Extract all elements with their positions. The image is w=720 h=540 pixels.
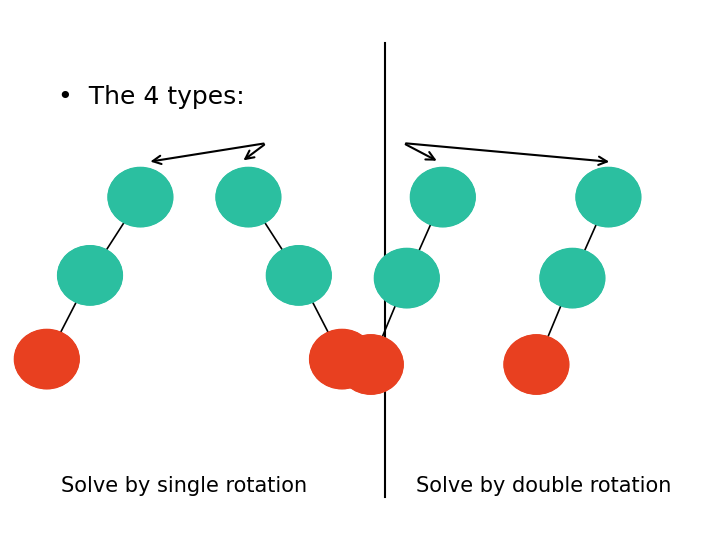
Text: •  The 4 types:: • The 4 types: bbox=[58, 85, 244, 109]
Ellipse shape bbox=[310, 329, 374, 389]
Ellipse shape bbox=[108, 167, 173, 227]
Ellipse shape bbox=[540, 248, 605, 308]
Ellipse shape bbox=[14, 329, 79, 389]
Text: Solve by single rotation: Solve by single rotation bbox=[60, 476, 307, 496]
Ellipse shape bbox=[410, 167, 475, 227]
Ellipse shape bbox=[576, 167, 641, 227]
Ellipse shape bbox=[266, 246, 331, 305]
Text: Solve by double rotation: Solve by double rotation bbox=[416, 476, 671, 496]
Ellipse shape bbox=[338, 335, 403, 394]
Ellipse shape bbox=[504, 335, 569, 394]
Ellipse shape bbox=[58, 246, 122, 305]
Ellipse shape bbox=[216, 167, 281, 227]
Ellipse shape bbox=[374, 248, 439, 308]
